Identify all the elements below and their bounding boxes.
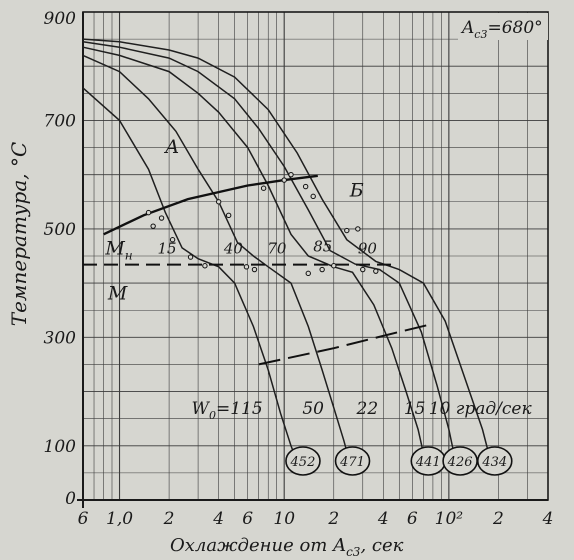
cooling-rate-label: 15 <box>404 399 426 419</box>
cooling-rate-value: 50 <box>302 399 324 419</box>
transformation-point <box>243 264 250 270</box>
y-tick-labels: 0 100 300 500 700 900 <box>44 9 77 509</box>
transformation-point <box>187 254 194 260</box>
cooling-rate-prefix: W <box>191 399 210 419</box>
region-label: M <box>107 282 128 304</box>
x-tick-label: 1,0 <box>106 509 133 529</box>
hardness-circle <box>476 446 513 476</box>
transformation-points <box>145 171 379 277</box>
hardness-value: 471 <box>339 455 365 470</box>
cooling-curve-1 <box>82 87 298 463</box>
region-label: A <box>163 136 179 158</box>
cooling-curve-4 <box>82 41 457 463</box>
x-axis-label: Охлаждение от Ac3, сек <box>170 535 404 559</box>
transformation-point <box>260 185 267 191</box>
transformation-point <box>310 193 316 200</box>
y-tick-label: 700 <box>44 111 77 131</box>
hardness-value: 426 <box>447 455 473 470</box>
x-tick-label: 2 <box>163 509 175 529</box>
ac3-label: A <box>460 18 474 38</box>
cooling-rate-label: W0=115 <box>191 399 262 422</box>
cooling-rate-label: 22 <box>356 399 379 419</box>
transformation-point <box>355 226 361 232</box>
transformation-point <box>344 227 350 234</box>
x-tick-label: 2 <box>492 509 504 529</box>
cooling-rate-value: 115 <box>230 399 262 419</box>
transformation-percent-label: 70 <box>267 239 287 257</box>
region-label: Б <box>349 179 364 201</box>
cooling-rate-value: 10 град/сек <box>429 399 533 419</box>
cooling-rate-sub: 0 <box>209 409 216 422</box>
svg-text:Ac3=680°: Ac3=680° <box>460 18 543 41</box>
cooling-curves <box>82 38 492 463</box>
hardness-value: 434 <box>481 455 507 470</box>
transformation-percent-label: 90 <box>358 239 378 257</box>
cooling-curve-2 <box>82 54 351 463</box>
hardness-circle <box>334 446 371 476</box>
x-tick-label: 4 <box>212 509 224 529</box>
cooling-rate-value: 22 <box>356 399 379 419</box>
x-axis-label-sub: c3 <box>346 545 361 559</box>
transformation-point <box>360 266 366 273</box>
cooling-rate-label: 50 <box>302 399 324 419</box>
transformation-point <box>373 268 379 274</box>
cooling-curve-5 <box>82 38 492 463</box>
y-tick-label: 0 <box>65 489 76 509</box>
hardness-value: 452 <box>290 455 316 470</box>
transformation-start-curve <box>103 174 318 236</box>
transformation-lines <box>83 174 434 366</box>
transformation-percent-label: 85 <box>313 238 332 256</box>
transformation-point <box>281 177 287 183</box>
x-tick-label: 6 <box>242 509 253 529</box>
y-tick-label: 300 <box>44 328 77 348</box>
x-tick-label: 10 <box>273 509 295 529</box>
plot-frame <box>77 11 549 508</box>
transformation-point <box>169 237 176 243</box>
hardness-value: 441 <box>415 455 441 470</box>
x-tick-label: 4 <box>542 509 554 529</box>
bainite-end-line <box>258 322 434 366</box>
transformation-point <box>302 183 309 190</box>
transformation-point <box>251 266 258 273</box>
y-tick-label: 100 <box>44 437 77 457</box>
ac3-value: =680° <box>487 18 542 38</box>
cooling-rate-eq: = <box>216 399 230 419</box>
transformation-point <box>158 215 165 221</box>
transformation-point <box>319 266 325 273</box>
transformation-percent-label: 40 <box>223 239 244 257</box>
transformation-point <box>305 270 311 277</box>
y-tick-label: 500 <box>44 220 77 240</box>
transformation-point <box>202 263 208 269</box>
transformation-point <box>145 209 152 216</box>
region-label-sub: н <box>125 248 133 262</box>
transformation-point <box>215 199 222 205</box>
x-tick-label: 6 <box>407 509 418 529</box>
x-tick-label: 4 <box>377 509 389 529</box>
x-tick-label: 2 <box>327 509 339 529</box>
cooling-curve-3 <box>82 46 427 463</box>
x-tick-label: 10² <box>435 509 464 529</box>
ac3-annotation: Ac3=680° <box>458 13 548 41</box>
x-tick-label: 6 <box>78 509 89 529</box>
cooling-rate-label: 10 град/сек <box>429 399 533 419</box>
y-axis-label: Температура, °C <box>7 142 31 327</box>
cooling-rate-value: 15 <box>404 399 426 419</box>
transformation-point <box>288 171 294 178</box>
y-tick-label: 900 <box>44 9 77 29</box>
ac3-sub: c3 <box>474 28 487 41</box>
x-tick-labels: 6 1,0 2 4 6 10 2 4 6 10² 2 4 <box>78 509 554 529</box>
x-axis-label-main: Охлаждение от A <box>170 535 346 556</box>
transformation-point <box>150 223 156 229</box>
x-axis-label-tail: , сек <box>360 535 403 556</box>
transformation-point <box>225 212 232 219</box>
transformation-point <box>331 263 337 269</box>
transformation-percent-label: 15 <box>157 239 176 257</box>
hardness-circle <box>285 446 321 476</box>
